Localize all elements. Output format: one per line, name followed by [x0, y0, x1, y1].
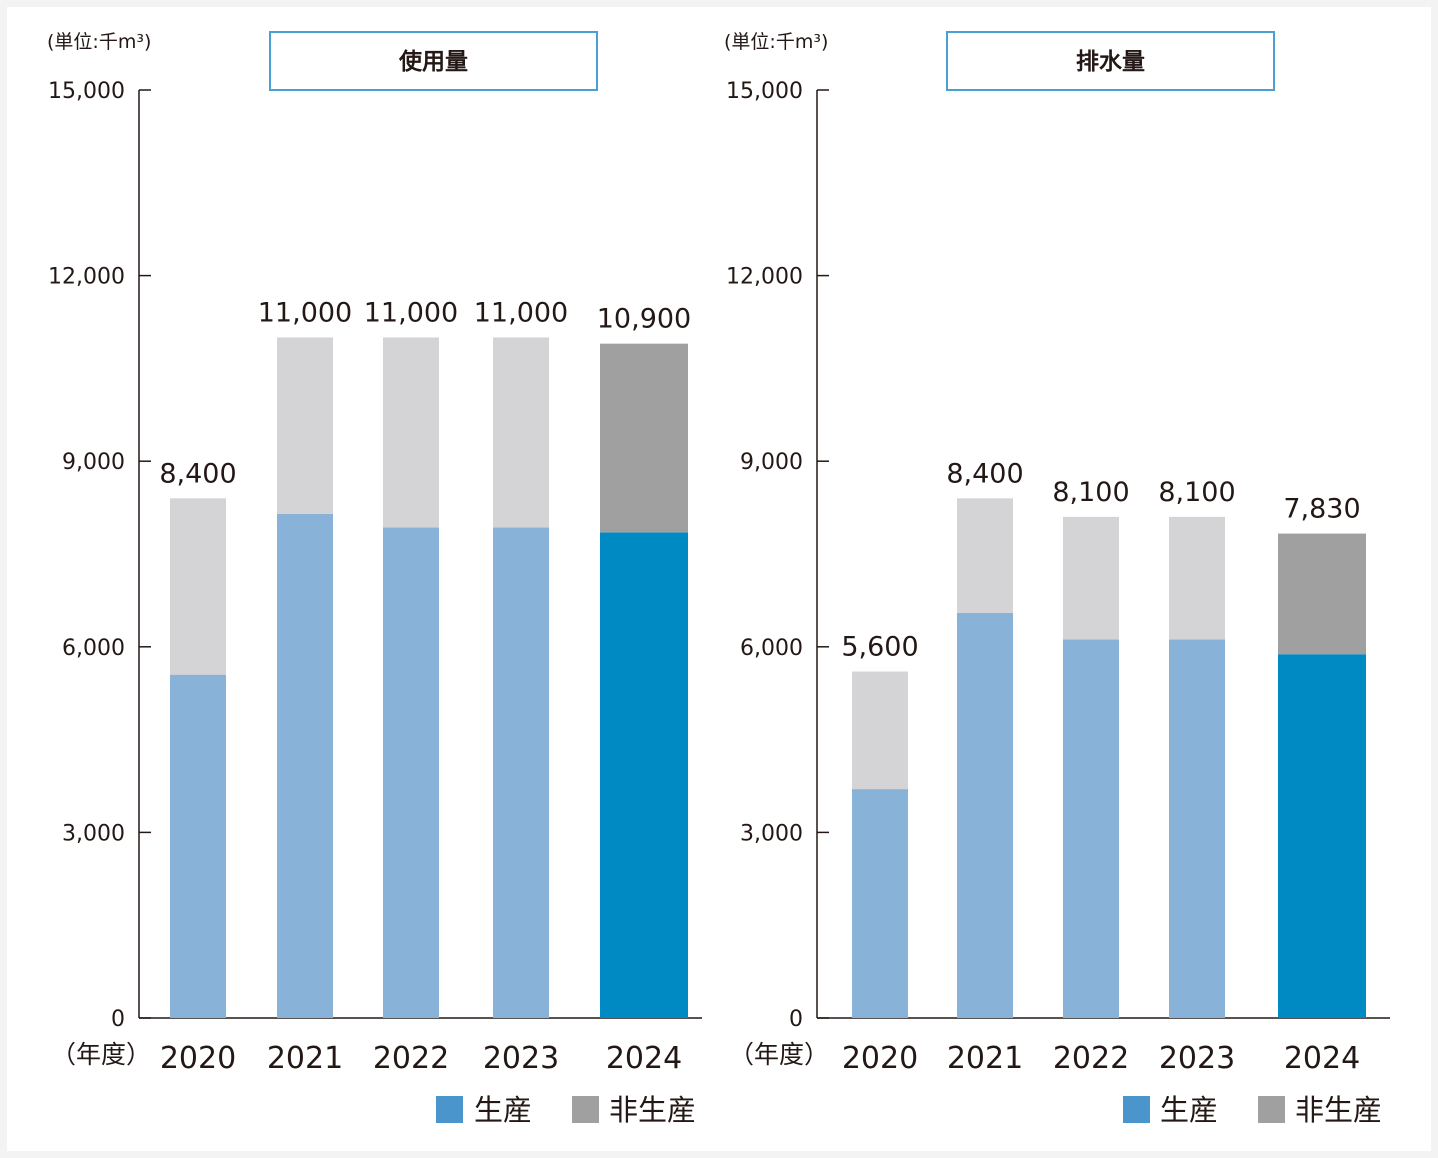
chart-title: 排水量 — [1076, 49, 1145, 75]
x-tick-label-2024: 2024 — [1284, 1041, 1360, 1076]
chart-title: 使用量 — [398, 49, 468, 75]
legend-swatch-production — [1123, 1096, 1150, 1123]
x-tick-label-2023: 2023 — [1159, 1041, 1235, 1076]
bar-non-production-2023 — [1169, 516, 1225, 640]
chart-frame: (単位:千m³) 使用量 0 3,000 6,000 9,000 12,000 15,000 8… — [7, 7, 1431, 1151]
y-tick-label: 15,000 — [48, 79, 125, 104]
bar-production-2020 — [852, 789, 908, 1018]
data-label-total-2024: 10,900 — [597, 304, 691, 335]
x-tick-label-2021: 2021 — [267, 1041, 343, 1076]
x-tick-label-2022: 2022 — [373, 1041, 449, 1076]
chart-panel-1: (単位:千m³) 使用量 0 3,000 6,000 9,000 12,000 15,000 8… — [47, 31, 702, 1127]
bar-non-production-2023 — [493, 337, 549, 528]
bar-production-2020 — [170, 674, 226, 1018]
chart-title-box — [269, 31, 598, 91]
chart-title-box — [946, 31, 1275, 91]
legend-label-production: 生産 — [474, 1093, 532, 1127]
y-tick-label: 6,000 — [740, 636, 803, 661]
x-tick-label-2024: 2024 — [606, 1041, 682, 1076]
x-tick-label-2021: 2021 — [947, 1041, 1023, 1076]
bar-non-production-2020 — [852, 671, 908, 790]
legend-swatch-non-production — [1258, 1096, 1285, 1123]
bar-production-2021 — [277, 513, 333, 1018]
data-label-total-2020: 8,400 — [159, 458, 236, 489]
bar-non-production-2024 — [600, 343, 688, 533]
bar-production-2024 — [1278, 654, 1366, 1018]
x-tick-label-2020: 2020 — [842, 1041, 918, 1076]
bar-non-production-2020 — [170, 498, 226, 675]
unit-label: (単位:千m³) — [724, 31, 828, 53]
data-label-total-2021: 11,000 — [258, 297, 352, 328]
bar-production-2022 — [383, 527, 439, 1018]
bar-production-2021 — [957, 612, 1013, 1018]
chart-panel-2: (単位:千m³) 排水量 0 3,000 6,000 9,000 12,000 15,000 5… — [724, 31, 1390, 1127]
x-axis-unit: （年度） — [729, 1040, 829, 1069]
y-tick-label: 9,000 — [62, 450, 125, 475]
unit-label: (単位:千m³) — [47, 31, 151, 53]
data-label-total-2020: 5,600 — [841, 632, 918, 663]
y-tick-label: 12,000 — [48, 265, 125, 290]
bar-non-production-2021 — [277, 337, 333, 514]
bar-non-production-2022 — [383, 337, 439, 528]
y-tick-label: 0 — [111, 1007, 125, 1032]
y-tick-label: 12,000 — [726, 265, 803, 290]
x-tick-label-2020: 2020 — [160, 1041, 236, 1076]
charts-svg: (単位:千m³) 使用量 0 3,000 6,000 9,000 12,000 15,000 8… — [47, 31, 1390, 1127]
bar-production-2023 — [1169, 639, 1225, 1018]
data-label-total-2024: 7,830 — [1283, 494, 1360, 525]
legend-label-non-production: 非生産 — [609, 1093, 696, 1127]
data-label-total-2022: 8,100 — [1052, 477, 1129, 508]
data-label-total-2023: 8,100 — [1158, 477, 1235, 508]
x-tick-label-2022: 2022 — [1053, 1041, 1129, 1076]
y-tick-label: 15,000 — [726, 79, 803, 104]
bar-production-2023 — [493, 527, 549, 1018]
x-tick-label-2023: 2023 — [483, 1041, 559, 1076]
bar-non-production-2024 — [1278, 533, 1366, 655]
bar-non-production-2021 — [957, 498, 1013, 613]
legend-label-non-production: 非生産 — [1295, 1093, 1382, 1127]
data-label-total-2023: 11,000 — [474, 297, 568, 328]
x-axis-unit: （年度） — [51, 1040, 151, 1069]
data-label-total-2022: 11,000 — [364, 297, 458, 328]
bar-production-2022 — [1063, 639, 1119, 1018]
data-label-total-2021: 8,400 — [946, 458, 1023, 489]
y-tick-label: 0 — [789, 1007, 803, 1032]
legend-swatch-non-production — [572, 1096, 599, 1123]
bar-production-2024 — [600, 532, 688, 1018]
y-tick-label: 3,000 — [740, 821, 803, 846]
y-tick-label: 9,000 — [740, 450, 803, 475]
y-tick-label: 3,000 — [62, 821, 125, 846]
bar-non-production-2022 — [1063, 516, 1119, 640]
legend-label-production: 生産 — [1160, 1093, 1218, 1127]
y-tick-label: 6,000 — [62, 636, 125, 661]
legend-swatch-production — [436, 1096, 463, 1123]
